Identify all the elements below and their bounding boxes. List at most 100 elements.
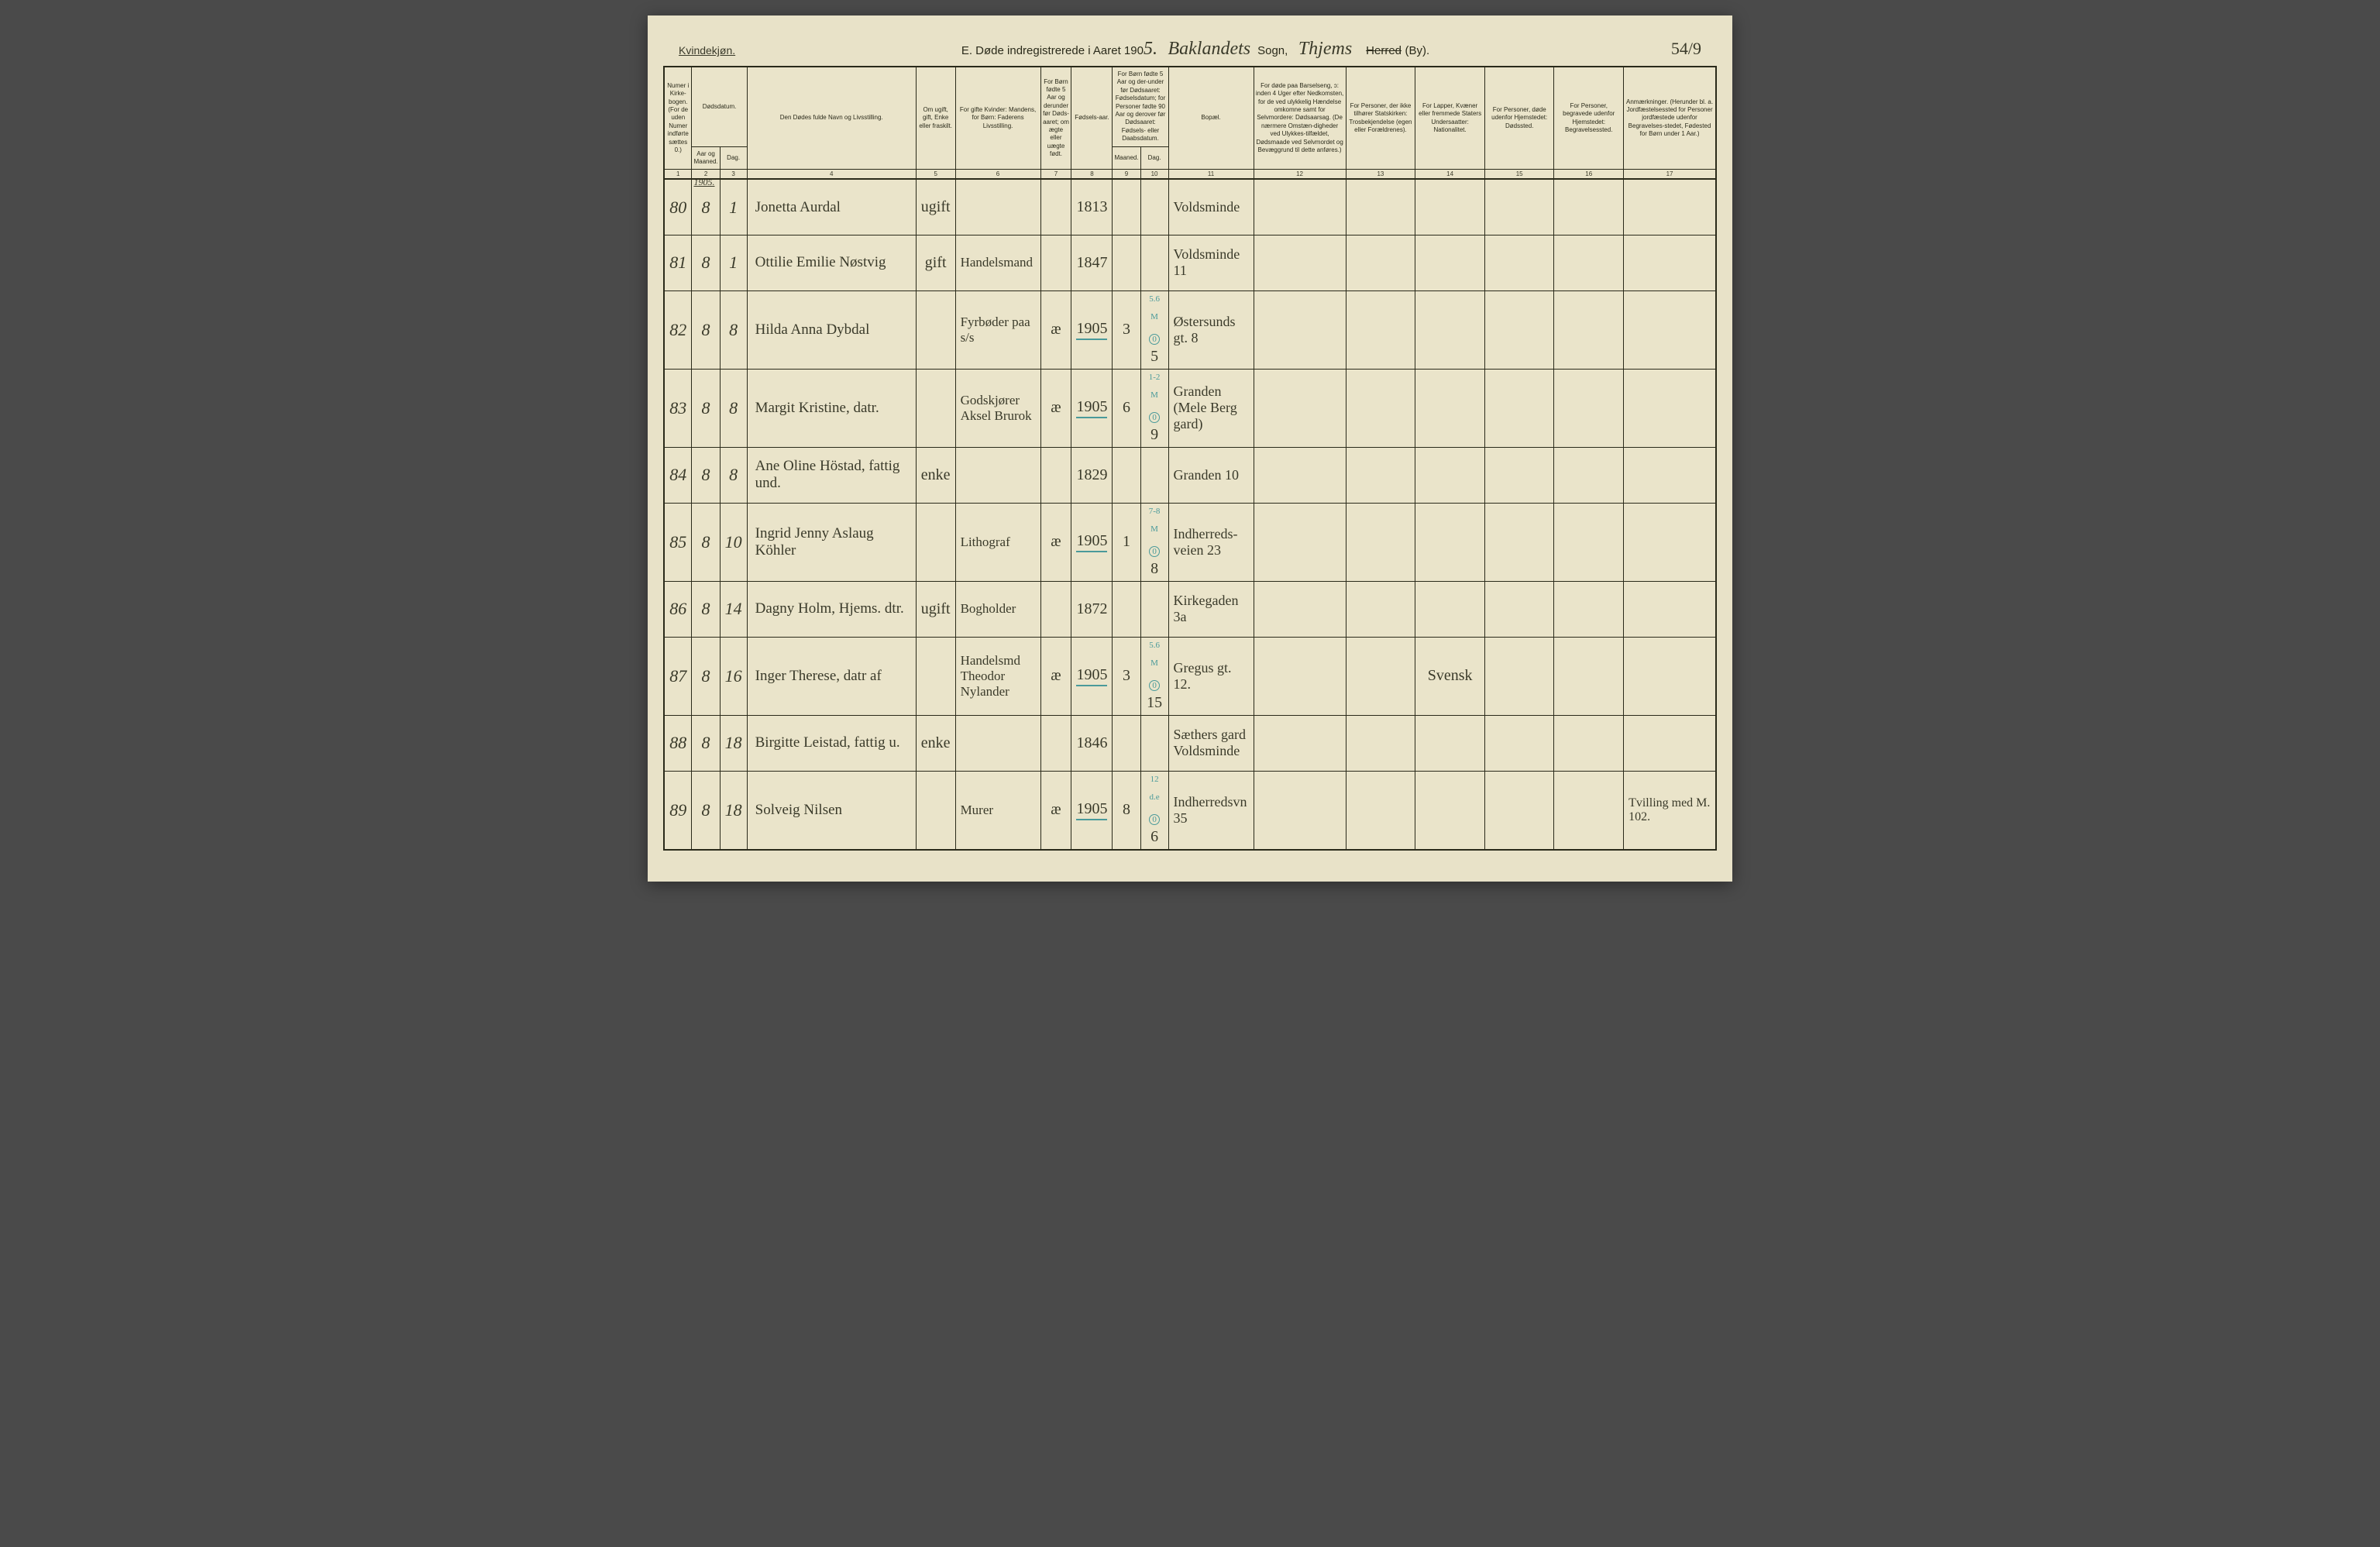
- cell-remarks: [1624, 235, 1716, 290]
- cell-name: Jonetta Aurdal: [747, 179, 916, 235]
- col-remarks: Anmærkninger. (Herunder bl. a. Jordfæste…: [1624, 67, 1716, 170]
- cell-birthyear: 1813: [1071, 179, 1113, 235]
- cell-legitimacy: æ: [1040, 503, 1071, 581]
- cell-father: [955, 179, 1040, 235]
- cell-religion: [1346, 581, 1415, 637]
- cell-marital: gift: [916, 235, 955, 290]
- cell-marital: [916, 290, 955, 369]
- cell-father: Fyrbøder paa s/s: [955, 290, 1040, 369]
- cell-residence: Granden 10: [1168, 447, 1254, 503]
- cell-marital: enke: [916, 715, 955, 771]
- cell-cause: [1254, 503, 1346, 581]
- cell-cause: [1254, 637, 1346, 715]
- cell-nationality: [1415, 581, 1485, 637]
- cell-birthyear: 1905: [1071, 771, 1113, 850]
- cell-number: 83: [664, 369, 692, 447]
- col-month: Aar og Maaned.: [692, 146, 720, 170]
- cell-day: 18: [720, 771, 747, 850]
- cell-burialplace: [1554, 369, 1624, 447]
- table-body: 80 1905.8 1 Jonetta Aurdal ugift 1813 Vo…: [664, 179, 1716, 850]
- cell-burialplace: [1554, 290, 1624, 369]
- cell-birth-month: [1113, 581, 1140, 637]
- cell-day: 8: [720, 447, 747, 503]
- cell-number: 81: [664, 235, 692, 290]
- cell-deathplace: [1484, 637, 1553, 715]
- cell-marital: ugift: [916, 179, 955, 235]
- cell-birth-day: 1-2 M09: [1140, 369, 1168, 447]
- cell-deathplace: [1484, 503, 1553, 581]
- cell-birth-day: [1140, 179, 1168, 235]
- table-row: 80 1905.8 1 Jonetta Aurdal ugift 1813 Vo…: [664, 179, 1716, 235]
- cell-deathplace: [1484, 369, 1553, 447]
- cell-legitimacy: [1040, 235, 1071, 290]
- cell-deathplace: [1484, 715, 1553, 771]
- cell-birth-day: 5.6 M015: [1140, 637, 1168, 715]
- cell-number: 82: [664, 290, 692, 369]
- cell-month: 8: [692, 503, 720, 581]
- cell-name: Birgitte Leistad, fattig u.: [747, 715, 916, 771]
- cell-cause: [1254, 447, 1346, 503]
- cell-month: 1905.8: [692, 179, 720, 235]
- cell-day: 1: [720, 235, 747, 290]
- cell-birth-month: [1113, 715, 1140, 771]
- cell-deathplace: [1484, 771, 1553, 850]
- table-row: 86 8 14 Dagny Holm, Hjems. dtr. ugift Bo…: [664, 581, 1716, 637]
- cell-residence: Sæthers gard Voldsminde: [1168, 715, 1254, 771]
- cell-deathplace: [1484, 235, 1553, 290]
- cell-name: Solveig Nilsen: [747, 771, 916, 850]
- cell-father: Murer: [955, 771, 1040, 850]
- cell-father: Handelsmd Theodor Nylander: [955, 637, 1040, 715]
- cell-religion: [1346, 179, 1415, 235]
- cell-birth-day: [1140, 715, 1168, 771]
- cell-birthyear: 1905: [1071, 637, 1113, 715]
- table-row: 85 8 10 Ingrid Jenny Aslaug Köhler Litho…: [664, 503, 1716, 581]
- cell-burialplace: [1554, 771, 1624, 850]
- col-birth-day: Dag.: [1140, 146, 1168, 170]
- cell-deathplace: [1484, 447, 1553, 503]
- col-number: Numer i Kirke-bogen. (For de uden Numer …: [664, 67, 692, 170]
- col-marital: Om ugift, gift, Enke eller fraskilt.: [916, 67, 955, 170]
- cell-father: Lithograf: [955, 503, 1040, 581]
- cell-day: 18: [720, 715, 747, 771]
- cell-religion: [1346, 290, 1415, 369]
- cell-number: 85: [664, 503, 692, 581]
- cell-birth-day: 5.6 M05: [1140, 290, 1168, 369]
- cell-month: 8: [692, 715, 720, 771]
- cell-month: 8: [692, 235, 720, 290]
- cell-birthyear: 1905: [1071, 503, 1113, 581]
- cell-deathplace: [1484, 581, 1553, 637]
- cell-day: 8: [720, 290, 747, 369]
- cell-residence: Gregus gt. 12.: [1168, 637, 1254, 715]
- cell-number: 80: [664, 179, 692, 235]
- col-nationality: For Lapper, Kvæner eller fremmede Stater…: [1415, 67, 1485, 170]
- cell-birth-month: 8: [1113, 771, 1140, 850]
- cell-religion: [1346, 503, 1415, 581]
- cell-father: [955, 715, 1040, 771]
- col-day: Dag.: [720, 146, 747, 170]
- cell-cause: [1254, 179, 1346, 235]
- cell-deathplace: [1484, 290, 1553, 369]
- col-birthdate-group: For Børn fødte 5 Aar og der-under før Dø…: [1113, 67, 1168, 146]
- cell-legitimacy: [1040, 447, 1071, 503]
- cell-religion: [1346, 235, 1415, 290]
- cell-birth-month: [1113, 447, 1140, 503]
- district-name: Thjems: [1298, 39, 1352, 59]
- cell-burialplace: [1554, 447, 1624, 503]
- cell-marital: [916, 503, 955, 581]
- cell-birthyear: 1829: [1071, 447, 1113, 503]
- table-row: 87 8 16 Inger Therese, datr af Handelsmd…: [664, 637, 1716, 715]
- cell-cause: [1254, 715, 1346, 771]
- cell-marital: enke: [916, 447, 955, 503]
- cell-marital: ugift: [916, 581, 955, 637]
- cell-birth-day: [1140, 447, 1168, 503]
- cell-number: 86: [664, 581, 692, 637]
- cell-burialplace: [1554, 637, 1624, 715]
- col-birth-month: Maaned.: [1113, 146, 1140, 170]
- cell-day: 14: [720, 581, 747, 637]
- cell-birth-month: [1113, 179, 1140, 235]
- cell-birthyear: 1847: [1071, 235, 1113, 290]
- cell-nationality: [1415, 447, 1485, 503]
- cell-cause: [1254, 581, 1346, 637]
- cell-burialplace: [1554, 581, 1624, 637]
- column-number-row: 1 2 3 4 5 6 7 8 9 10 11 12 13 14 15 16 1…: [664, 170, 1716, 180]
